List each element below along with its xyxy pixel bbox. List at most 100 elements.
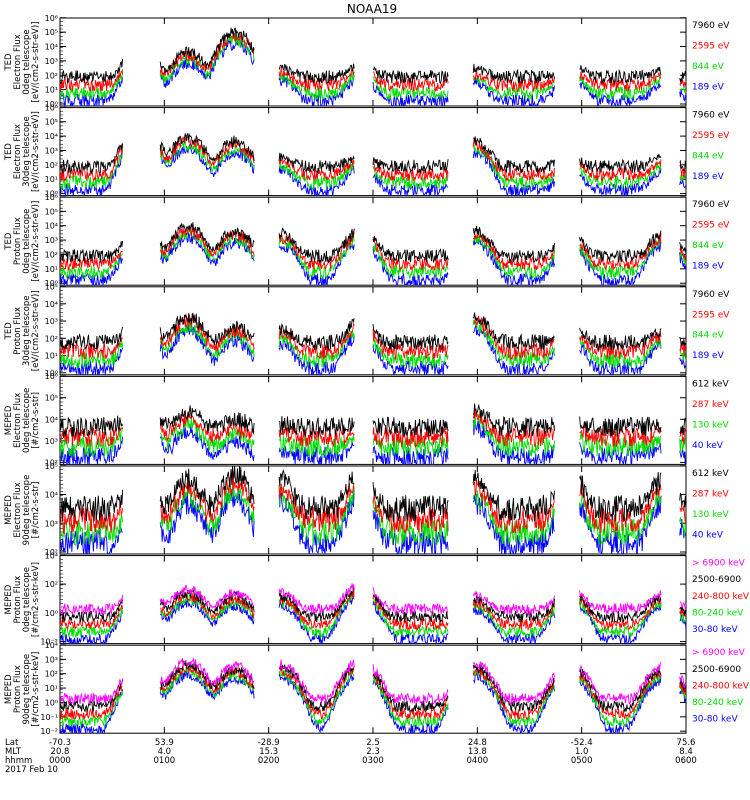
legend-entry: 844 eV — [692, 331, 725, 341]
y-tick-label: 10² — [45, 548, 58, 557]
y-tick-label: 10⁶ — [45, 14, 58, 23]
footer-value: 13.8 — [468, 747, 487, 757]
y-tick-label: 10⁴ — [45, 415, 58, 424]
footer-value: 0600 — [675, 756, 697, 766]
y-tick-label: 10⁰ — [45, 100, 58, 109]
y-tick-label: 10⁴ — [45, 43, 58, 52]
y-tick-label: 10¹ — [45, 684, 58, 693]
legend-entry: 612 keV — [692, 469, 729, 479]
legend-entry: 189 eV — [692, 82, 725, 92]
legend-entry: > 6900 keV — [692, 559, 746, 569]
y-tick-label: 10⁶ — [45, 372, 58, 381]
legend-entry: 7960 eV — [692, 111, 730, 121]
y-label-line: 0deg telescope — [22, 209, 32, 274]
footer-value: 1.0 — [575, 747, 589, 757]
y-tick-label: 10² — [45, 580, 58, 589]
y-tick-label: 10⁴ — [45, 300, 58, 309]
y-tick-label: 10⁶ — [45, 103, 58, 112]
y-label-line: 90deg telescope — [22, 654, 32, 725]
legend-entry: 2595 eV — [692, 221, 730, 231]
footer-value: 0000 — [49, 756, 71, 766]
y-tick-label: 10³ — [45, 57, 58, 66]
footer-value: 15.3 — [259, 747, 278, 757]
legend-entry: 7960 eV — [692, 21, 730, 31]
series-7960-ev-trace — [60, 222, 686, 264]
y-label-line: [eV/(cm2-s-str-eV)] — [31, 201, 41, 282]
y-tick-label: 10⁵ — [45, 28, 58, 37]
y-tick-label: 10⁰ — [45, 279, 58, 288]
y-tick-label: 10⁴ — [45, 132, 58, 141]
footer-value: 2.5 — [366, 738, 380, 748]
panel-frame — [59, 196, 687, 286]
legend-entry: 2500-6900 — [692, 665, 741, 675]
y-tick-label: 10⁴ — [45, 491, 58, 500]
legend-entry: 844 eV — [692, 152, 725, 162]
panel-frame — [59, 644, 687, 734]
y-tick-label: 10⁻² — [40, 727, 58, 736]
legend-entry: 612 keV — [692, 379, 729, 389]
footer-value: 24.8 — [468, 738, 487, 748]
series-2595-ev-trace — [60, 314, 686, 361]
panel-1: 10⁰ 10¹ 10² 10³ 10⁴ 10⁵ 10⁶ TED Electron Flux 0de… — [4, 14, 730, 109]
series-189-ev-trace — [60, 323, 686, 375]
y-label-line: Proton Flux — [13, 576, 23, 624]
y-axis-label: TED Proton Flux 30deg telescope [eV/(cm2-s-… — [4, 290, 41, 371]
y-label-line: MEPED — [4, 674, 14, 704]
y-axis-label: MEPED Electron Flux 90deg telescope [#/cm2-… — [4, 475, 41, 546]
flux-traces — [60, 27, 686, 106]
y-tick-label: 10⁴ — [45, 551, 58, 560]
legend-entry: 130 keV — [692, 510, 729, 520]
y-tick-label: 10² — [45, 250, 58, 259]
series-189-ev-trace — [60, 232, 686, 286]
y-axis-label: MEPED Proton Flux 0deg telescope [#/cm2-s-s… — [4, 562, 41, 637]
footer-value: 2.3 — [366, 747, 380, 757]
y-tick-label: 10² — [45, 161, 58, 170]
series-844-ev-trace — [60, 318, 686, 369]
legend-entry: 240-800 keV — [692, 681, 750, 691]
y-tick-label: 10⁵ — [45, 394, 58, 403]
series-80-240-kev-trace — [60, 665, 686, 729]
legend-entry: 40 keV — [692, 530, 724, 540]
legend-entry: 189 eV — [692, 351, 725, 361]
y-tick-label: 10³ — [45, 655, 58, 664]
y-tick-label: 10³ — [45, 146, 58, 155]
y-tick-label: 10⁶ — [45, 193, 58, 202]
series-40-kev-trace — [60, 418, 686, 465]
footer-row-label: hhmm — [5, 756, 32, 766]
y-label-line: [eV/(cm2-s-str-eV)] — [31, 111, 41, 192]
y-label-line: Electron Flux — [13, 393, 23, 448]
y-tick-label: 10⁵ — [45, 283, 58, 292]
y-label-line: 0deg telescope — [22, 388, 32, 453]
y-label-line: Proton Flux — [13, 665, 23, 713]
legend-entry: 2595 eV — [692, 310, 730, 320]
y-label-line: Electron Flux — [13, 124, 23, 179]
footer-value: 4.0 — [158, 747, 172, 757]
y-label-line: MEPED — [4, 584, 14, 614]
panel-5: 10² 10³ 10⁴ 10⁵ 10⁶ MEPED Electron Flux 0deg te… — [4, 372, 729, 467]
series-7960-ev-trace — [60, 27, 686, 85]
y-label-line: 90deg telescope — [22, 475, 32, 546]
footer-value: 0100 — [154, 756, 176, 766]
series-612-kev-trace — [60, 403, 686, 438]
legend-entry: > 6900 keV — [692, 648, 746, 658]
y-label-line: TED — [4, 232, 14, 251]
y-label-line: TED — [4, 322, 14, 341]
y-tick-label: 10⁴ — [45, 222, 58, 231]
y-label-line: [eV/(cm2-s-str-eV)] — [31, 290, 41, 371]
y-tick-label: 10⁵ — [45, 207, 58, 216]
series-240-800-kev-trace — [60, 587, 686, 632]
legend-entry: 40 keV — [692, 441, 724, 451]
footer-value: -52.4 — [571, 738, 593, 748]
y-tick-label: 10³ — [45, 519, 58, 528]
y-axis-label: TED Electron Flux 30deg telescope [eV/(cm2-… — [4, 111, 41, 192]
legend-entry: 80-240 keV — [692, 608, 744, 618]
panel-frame — [59, 555, 687, 645]
y-label-line: 30deg telescope — [22, 295, 32, 366]
panel-4: 10⁰ 10¹ 10² 10³ 10⁴ 10⁵ TED Proton Flux 30deg te… — [4, 283, 730, 378]
y-axis-label: MEPED Electron Flux 0deg telescope [#/cm2-s… — [4, 388, 41, 453]
series-7960-ev-trace — [60, 312, 686, 351]
y-tick-label: 10⁰ — [45, 190, 58, 199]
